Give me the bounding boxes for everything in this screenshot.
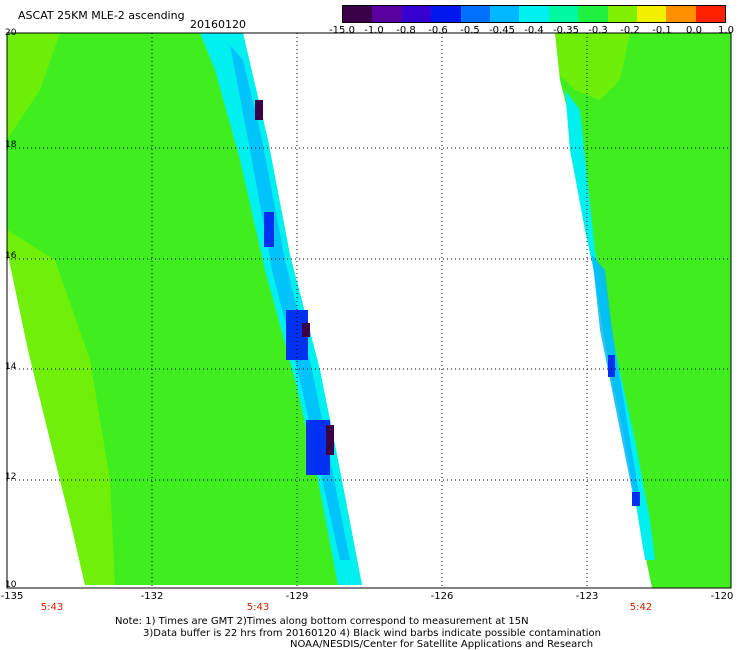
colorbar-tick-label: -1.0 bbox=[364, 25, 384, 36]
note-line-3: NOAA/NESDIS/Center for Satellite Applica… bbox=[290, 639, 594, 650]
lon-label-135: -135 bbox=[0, 591, 24, 602]
lat-label-12: 12 bbox=[5, 472, 17, 482]
left-swath bbox=[7, 33, 362, 585]
colorbar-tick-label: -0.45 bbox=[489, 25, 515, 36]
lon-label-132: -132 bbox=[140, 591, 164, 602]
colorbar-segment bbox=[666, 6, 696, 22]
colorbar-segment bbox=[489, 6, 520, 22]
time-label-3: 5:42 bbox=[629, 602, 653, 613]
left-swath-lime-area bbox=[7, 230, 115, 585]
colorbar bbox=[342, 5, 726, 23]
colorbar-segment bbox=[695, 6, 726, 22]
colorbar-segment bbox=[578, 6, 608, 22]
colorbar-tick-label: -0.6 bbox=[428, 25, 448, 36]
left-swath-lime-top bbox=[7, 33, 60, 140]
colorbar-segment bbox=[460, 6, 490, 22]
left-swath-purple-patch-1 bbox=[255, 100, 263, 120]
lon-label-123: -123 bbox=[575, 591, 599, 602]
lat-label-20: 20 bbox=[5, 28, 17, 38]
colorbar-segment bbox=[372, 6, 402, 22]
colorbar-tick-label: -0.4 bbox=[524, 25, 544, 36]
colorbar-tick-label: -15.0 bbox=[329, 25, 355, 36]
left-swath-purple-patch-2 bbox=[326, 425, 334, 455]
left-swath-purple-patch-3 bbox=[302, 323, 310, 337]
colorbar-tick-label: -0.8 bbox=[396, 25, 416, 36]
colorbar-segment bbox=[343, 6, 373, 22]
colorbar-tick-label: -0.5 bbox=[460, 25, 480, 36]
left-swath-blue-patch-1 bbox=[286, 310, 308, 360]
lat-label-18: 18 bbox=[5, 140, 17, 150]
colorbar-tick-label: -0.1 bbox=[652, 25, 672, 36]
time-label-1: 5:43 bbox=[40, 602, 64, 613]
lon-label-129: -129 bbox=[285, 591, 309, 602]
lat-label-16: 16 bbox=[5, 251, 17, 261]
colorbar-tick-label: -0.35 bbox=[553, 25, 579, 36]
colorbar-segment bbox=[607, 6, 637, 22]
lat-label-14: 14 bbox=[5, 362, 17, 372]
date-label: 20160120 bbox=[190, 18, 246, 31]
right-swath-body bbox=[555, 33, 731, 588]
colorbar-segment bbox=[519, 6, 549, 22]
right-swath-sky-edge bbox=[592, 255, 640, 500]
colorbar-segment bbox=[636, 6, 667, 22]
left-swath-blue-patch-3 bbox=[264, 212, 274, 247]
right-swath-lime-area bbox=[555, 33, 630, 100]
lon-label-120: -120 bbox=[710, 591, 734, 602]
colorbar-segment bbox=[548, 6, 579, 22]
right-swath bbox=[555, 33, 731, 588]
lon-label-126: -126 bbox=[430, 591, 454, 602]
map-frame bbox=[6, 32, 732, 589]
right-swath-blue-patch-1 bbox=[608, 355, 615, 377]
colorbar-tick-label: 1.0 bbox=[718, 25, 734, 36]
right-swath-blue-patch-2 bbox=[632, 492, 640, 506]
grid-lines bbox=[7, 33, 731, 588]
colorbar-tick-label: 0.0 bbox=[686, 25, 702, 36]
colorbar-tick-label: -0.3 bbox=[588, 25, 608, 36]
time-label-2: 5:43 bbox=[246, 602, 270, 613]
note-line-2: 3)Data buffer is 22 hrs from 20160120 4)… bbox=[143, 628, 601, 639]
product-title: ASCAT 25KM MLE-2 ascending bbox=[18, 9, 185, 22]
note-line-1: Note: 1) Times are GMT 2)Times along bot… bbox=[115, 616, 529, 627]
colorbar-segment bbox=[401, 6, 432, 22]
lat-label-10: 10 bbox=[5, 580, 17, 590]
colorbar-tick-label: -0.2 bbox=[620, 25, 640, 36]
colorbar-segment bbox=[431, 6, 461, 22]
